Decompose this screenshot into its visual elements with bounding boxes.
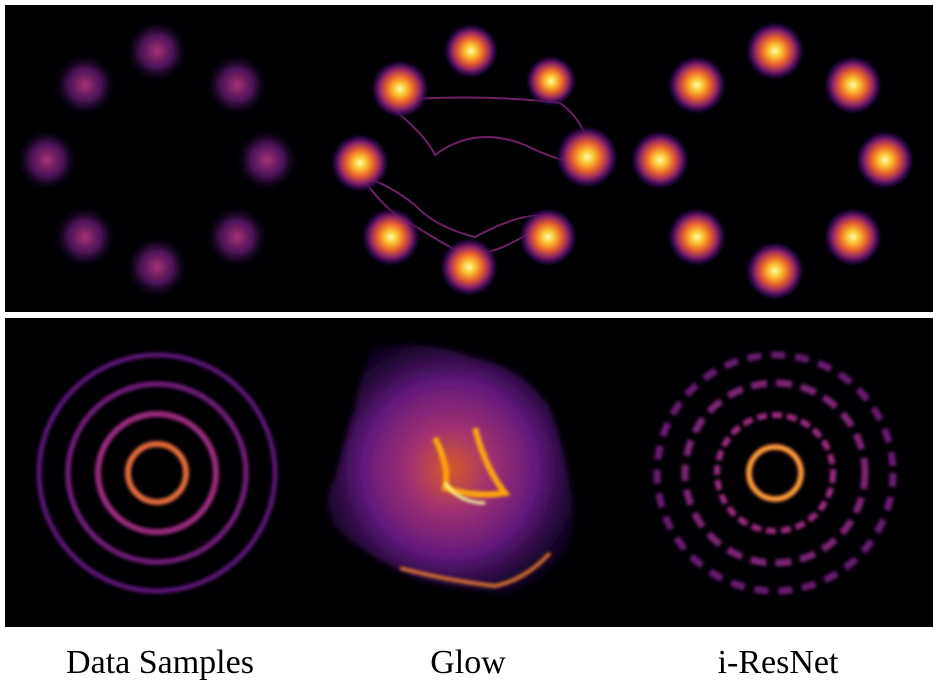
density-row-gaussians <box>5 5 933 312</box>
data-samples-gaussians <box>17 21 297 297</box>
label-i-resnet: i-ResNet <box>717 644 839 681</box>
label-glow: Glow <box>430 644 506 681</box>
glow-gaussians <box>330 23 619 297</box>
column-labels: Data Samples Glow i-ResNet <box>0 640 938 686</box>
label-data-samples: Data Samples <box>66 644 254 681</box>
iresnet-rings <box>653 351 897 595</box>
glow-rings <box>327 344 574 593</box>
data-samples-rings <box>36 352 278 594</box>
iresnet-gaussians <box>630 21 915 301</box>
gaussians-density-plots <box>5 5 933 312</box>
rings-density-plots <box>5 318 933 627</box>
density-row-rings <box>5 318 933 627</box>
